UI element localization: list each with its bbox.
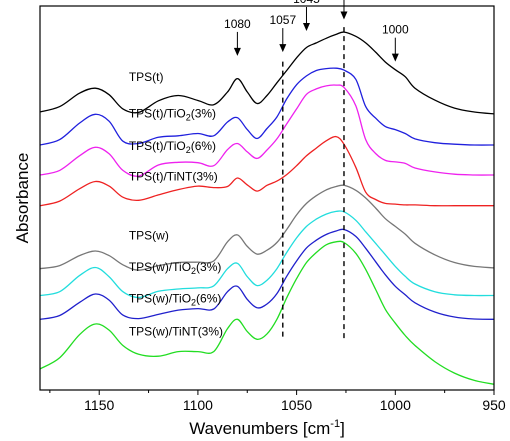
x-tick-label-1150: 1150 xyxy=(84,397,114,413)
series-labels: TPS(t) TPS(t)/TiO2(3%) TPS(t)/TiO2(6%) TPS(… xyxy=(129,70,223,339)
series-line-2 xyxy=(39,67,495,146)
series-line-3 xyxy=(39,84,495,177)
peak-arrow-head-1000 xyxy=(391,53,399,62)
plot-frame xyxy=(39,5,495,391)
series-label-7: TPS(w)/TiO2(6%) xyxy=(129,291,222,307)
peak-arrow-head-1080 xyxy=(233,47,241,56)
series-label-2: TPS(t)/TiO2(3%) xyxy=(129,106,216,122)
peak-arrow-head-1045 xyxy=(302,22,310,31)
x-tick-label-1100: 1100 xyxy=(183,397,213,413)
series-line-6 xyxy=(39,210,495,299)
peak-label-1000: 1000 xyxy=(382,23,409,37)
series-line-5 xyxy=(39,184,495,271)
series-label-4: TPS(t)/TiNT(3%) xyxy=(129,170,218,184)
y-axis-title: Absorbance xyxy=(13,153,32,244)
x-tick-label-950: 950 xyxy=(482,397,506,413)
x-axis-ticks: 1150 1100 1050 1000 950 xyxy=(49,390,506,413)
series-line-1 xyxy=(39,31,495,115)
series-line-8 xyxy=(39,240,495,385)
peak-arrow-head-1026 xyxy=(340,11,348,20)
series-label-3: TPS(t)/TiO2(6%) xyxy=(129,139,216,155)
x-axis-title: Wavenumbers [cm-1] xyxy=(189,418,345,438)
peak-label-1057: 1057 xyxy=(269,13,296,27)
peak-label-1045: 1045 xyxy=(293,0,320,6)
series-label-6: TPS(w)/TiO2(3%) xyxy=(129,260,222,276)
peak-annotations: 10801057104510261000 xyxy=(224,0,409,62)
series-label-1: TPS(t) xyxy=(129,70,164,84)
peak-arrow-head-1057 xyxy=(279,44,287,53)
series-line-4 xyxy=(39,135,494,207)
series-label-8: TPS(w)/TiNT(3%) xyxy=(129,324,223,338)
series-line-7 xyxy=(39,228,495,320)
x-tick-label-1000: 1000 xyxy=(380,397,411,413)
dashed-lines xyxy=(282,27,345,339)
peak-label-1080: 1080 xyxy=(224,17,251,31)
x-tick-label-1050: 1050 xyxy=(281,397,312,413)
series-layer xyxy=(39,31,495,385)
series-label-5: TPS(w) xyxy=(129,228,169,242)
